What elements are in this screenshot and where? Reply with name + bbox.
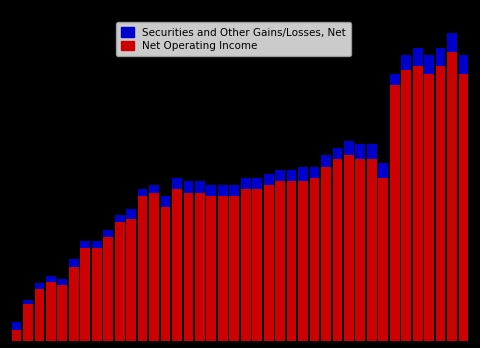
Bar [287,170,297,341]
Bar [115,222,124,341]
Bar [424,55,434,341]
Bar [424,74,434,341]
Bar [69,267,79,341]
Bar [287,181,297,341]
Bar [413,66,422,341]
Bar [333,148,342,341]
Bar [241,178,251,341]
Bar [264,174,274,341]
Bar [103,230,113,341]
Bar [195,181,205,341]
Bar [241,189,251,341]
Bar [103,237,113,341]
Bar [390,85,400,341]
Bar [92,241,102,341]
Bar [310,178,319,341]
Bar [218,185,228,341]
Bar [298,167,308,341]
Bar [183,181,193,341]
Bar [12,323,21,341]
Bar [378,163,388,341]
Bar [69,259,79,341]
Bar [344,156,354,341]
Bar [195,192,205,341]
Bar [436,48,445,341]
Legend: Securities and Other Gains/Losses, Net, Net Operating Income: Securities and Other Gains/Losses, Net, … [116,22,351,56]
Bar [35,289,44,341]
Bar [206,196,216,341]
Bar [23,304,33,341]
Bar [58,285,67,341]
Bar [218,196,228,341]
Bar [126,219,136,341]
Bar [46,276,56,341]
Bar [172,189,182,341]
Bar [138,196,147,341]
Bar [367,159,377,341]
Bar [390,74,400,341]
Bar [149,192,159,341]
Bar [264,185,274,341]
Bar [138,189,147,341]
Bar [310,167,319,341]
Bar [229,196,239,341]
Bar [333,159,342,341]
Bar [115,215,124,341]
Bar [378,178,388,341]
Bar [80,241,90,341]
Bar [367,144,377,341]
Bar [206,185,216,341]
Bar [401,70,411,341]
Bar [161,207,170,341]
Bar [401,55,411,341]
Bar [436,66,445,341]
Bar [298,181,308,341]
Bar [252,178,262,341]
Bar [275,170,285,341]
Bar [321,167,331,341]
Bar [321,156,331,341]
Bar [413,48,422,341]
Bar [12,330,21,341]
Bar [275,181,285,341]
Bar [80,248,90,341]
Bar [58,279,67,341]
Bar [229,185,239,341]
Bar [252,189,262,341]
Bar [35,283,44,341]
Bar [356,144,365,341]
Bar [126,209,136,341]
Bar [344,141,354,341]
Bar [183,192,193,341]
Bar [46,282,56,341]
Bar [92,248,102,341]
Bar [23,300,33,341]
Bar [161,196,170,341]
Bar [447,52,457,341]
Bar [459,55,468,341]
Bar [172,178,182,341]
Bar [149,185,159,341]
Bar [447,33,457,341]
Bar [356,159,365,341]
Bar [459,74,468,341]
